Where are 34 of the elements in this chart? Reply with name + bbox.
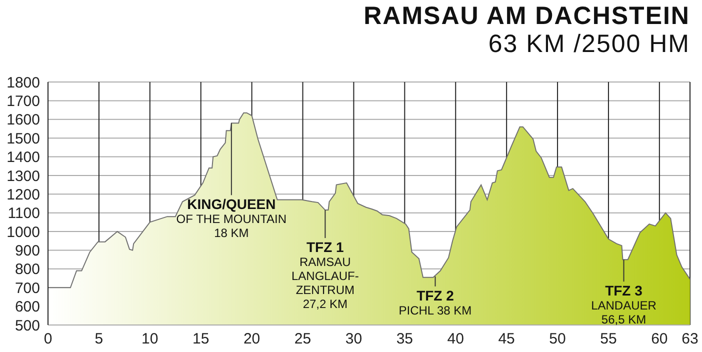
annotation: TFZ 1 RAMSAU LANGLAUF- ZENTRUM 27,2 KM <box>292 239 359 312</box>
y-tick-label: 1400 <box>6 149 40 166</box>
annotation: TFZ 2 PICHL 38 KM <box>398 287 472 318</box>
y-tick-label: 1700 <box>6 93 40 110</box>
y-tick-label: 1300 <box>6 168 40 185</box>
y-tick-label: 1000 <box>6 224 40 241</box>
x-tick-label: 40 <box>447 330 464 348</box>
y-tick-label: 500 <box>14 317 40 334</box>
x-tick-label: 0 <box>44 330 52 348</box>
x-tick-label: 30 <box>345 330 362 348</box>
x-tick-label: 50 <box>549 330 566 348</box>
chart-subtitle: 63 KM /2500 HM <box>487 30 690 58</box>
y-tick-label: 1200 <box>6 186 40 204</box>
y-tick-label: 1600 <box>6 112 40 129</box>
x-tick-label: 5 <box>94 330 104 348</box>
y-tick-label: 800 <box>14 261 40 278</box>
x-tick-label: 45 <box>498 330 515 348</box>
x-tick-label: 60 <box>651 330 668 348</box>
x-tick-label: 10 <box>142 330 158 348</box>
annotation: KING/QUEEN OF THE MOUNTAIN 18 KM <box>176 196 287 240</box>
annotation: TFZ 3 LANDAUER 56,5 KM <box>591 282 657 327</box>
x-tick-label: 63 <box>682 330 698 348</box>
x-tick-label: 15 <box>192 330 210 348</box>
y-tick-label: 600 <box>14 298 40 316</box>
x-tick-label: 35 <box>396 330 414 348</box>
y-tick-label: 900 <box>14 242 40 260</box>
x-tick-label: 25 <box>294 330 312 348</box>
x-tick-label: 20 <box>243 330 260 348</box>
y-tick-label: 1500 <box>6 130 40 148</box>
y-tick-label: 1800 <box>6 74 40 92</box>
y-tick-label: 1100 <box>8 205 40 222</box>
chart-title: RAMSAU AM DACHSTEIN <box>364 2 690 30</box>
x-tick-label: 55 <box>600 330 617 348</box>
y-tick-label: 700 <box>14 280 40 297</box>
